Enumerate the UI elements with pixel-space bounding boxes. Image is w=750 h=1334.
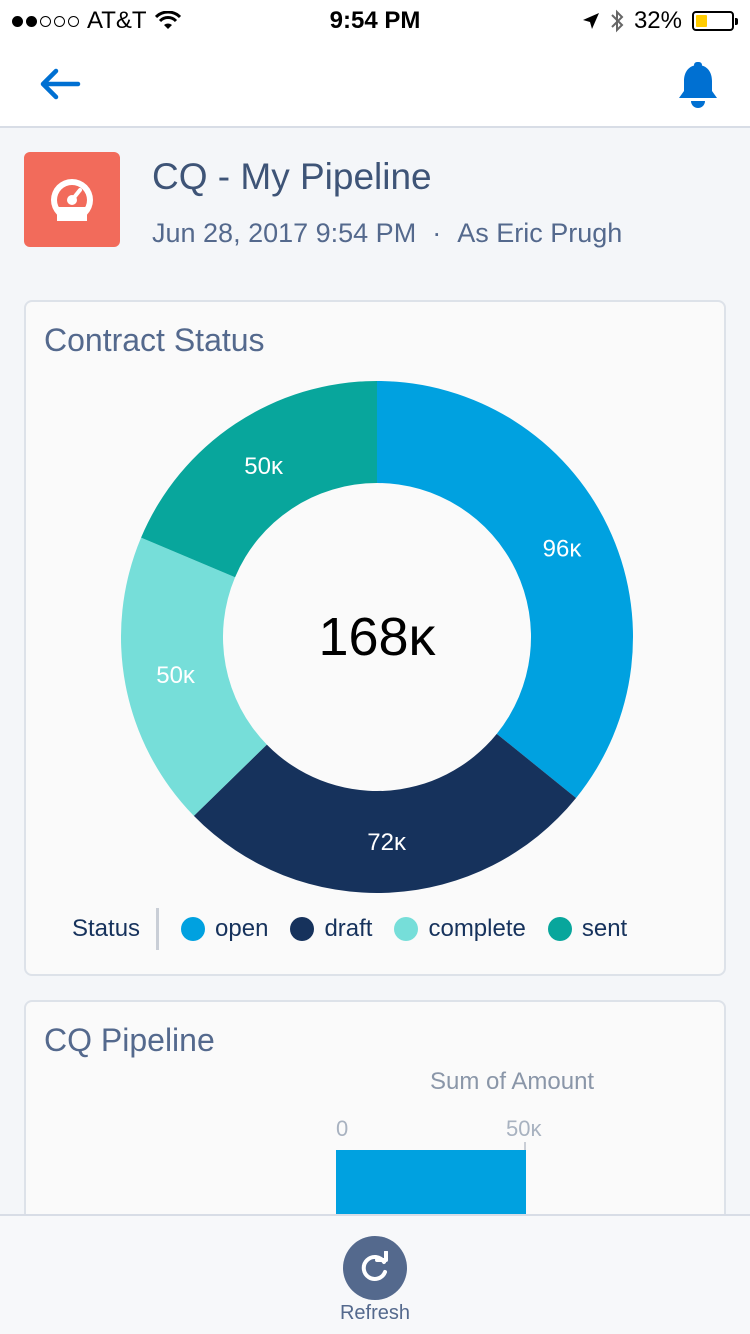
refresh-icon [361, 1251, 388, 1281]
dashboard-title: CQ - My Pipeline [152, 156, 432, 197]
running-user: As Eric Prugh [457, 218, 623, 248]
dashboard-header: CQ - My Pipeline Jun 28, 2017 9:54 PM · … [0, 130, 750, 290]
legend-swatch-complete [394, 917, 419, 941]
legend-label-sent: sent [581, 915, 628, 942]
slice-label-complete: 50ĸ [156, 662, 196, 689]
bluetooth-icon [611, 9, 624, 33]
carrier-name: AT&T [87, 7, 147, 34]
donut-slice-complete[interactable] [121, 537, 267, 816]
clock: 9:54 PM [329, 7, 421, 34]
legend-item-sent[interactable]: sent [547, 915, 628, 943]
chart-legend: Status open draft complete sent [72, 908, 637, 950]
legend-item-draft[interactable]: draft [290, 915, 372, 943]
location-arrow-icon [582, 13, 599, 29]
slice-label-draft: 72ĸ [367, 829, 407, 856]
card-title: Contract Status [44, 322, 265, 358]
legend-label-open: open [215, 915, 269, 942]
signal-strength-icon [12, 15, 79, 27]
legend-label-complete: complete [428, 915, 526, 942]
slice-label-sent: 50ĸ [244, 453, 284, 480]
axis-title: Sum of Amount [430, 1068, 595, 1095]
axis-tick-0: 0 [336, 1116, 349, 1141]
back-arrow-icon[interactable] [36, 62, 86, 106]
battery-fill [696, 15, 707, 27]
legend-title: Status [72, 908, 160, 950]
bottom-toolbar: Refresh [0, 1214, 750, 1334]
bell-icon[interactable] [676, 62, 720, 110]
slice-label-open: 96ĸ [543, 536, 583, 563]
dashboard-gauge-icon [24, 152, 120, 247]
donut-slice-sent[interactable] [141, 381, 377, 578]
donut-chart[interactable]: 96ĸ 72ĸ 50ĸ 50ĸ 168ĸ [120, 380, 634, 894]
legend-swatch-open [181, 917, 206, 941]
status-left: AT&T [12, 7, 181, 35]
axis-tick-50k: 50ĸ [506, 1116, 542, 1141]
card-title: CQ Pipeline [44, 1022, 215, 1058]
dashboard-subtitle: Jun 28, 2017 9:54 PM · As Eric Prugh [152, 218, 622, 249]
legend-item-complete[interactable]: complete [394, 915, 526, 943]
status-bar: AT&T 9:54 PM 32% [0, 0, 750, 40]
legend-label-draft: draft [324, 915, 373, 942]
donut-center-total: 168ĸ [318, 607, 436, 667]
subtitle-separator: · [432, 218, 442, 248]
battery-icon [692, 11, 738, 31]
refresh-button[interactable] [343, 1236, 407, 1300]
donut-slice-draft[interactable] [193, 733, 577, 893]
donut-slice-open[interactable] [377, 381, 633, 798]
battery-percent: 32% [633, 7, 682, 34]
legend-swatch-sent [547, 917, 572, 941]
contract-status-card[interactable]: Contract Status 96ĸ 72ĸ 50ĸ 50ĸ 168ĸ Status … [24, 300, 726, 976]
wifi-icon [154, 11, 181, 29]
legend-swatch-draft [290, 917, 315, 941]
status-right: 32% [582, 7, 738, 35]
legend-item-open[interactable]: open [181, 915, 268, 943]
refresh-label[interactable]: Refresh [339, 1302, 411, 1324]
dashboard-date: Jun 28, 2017 9:54 PM [152, 218, 417, 248]
navigation-bar [0, 40, 750, 128]
